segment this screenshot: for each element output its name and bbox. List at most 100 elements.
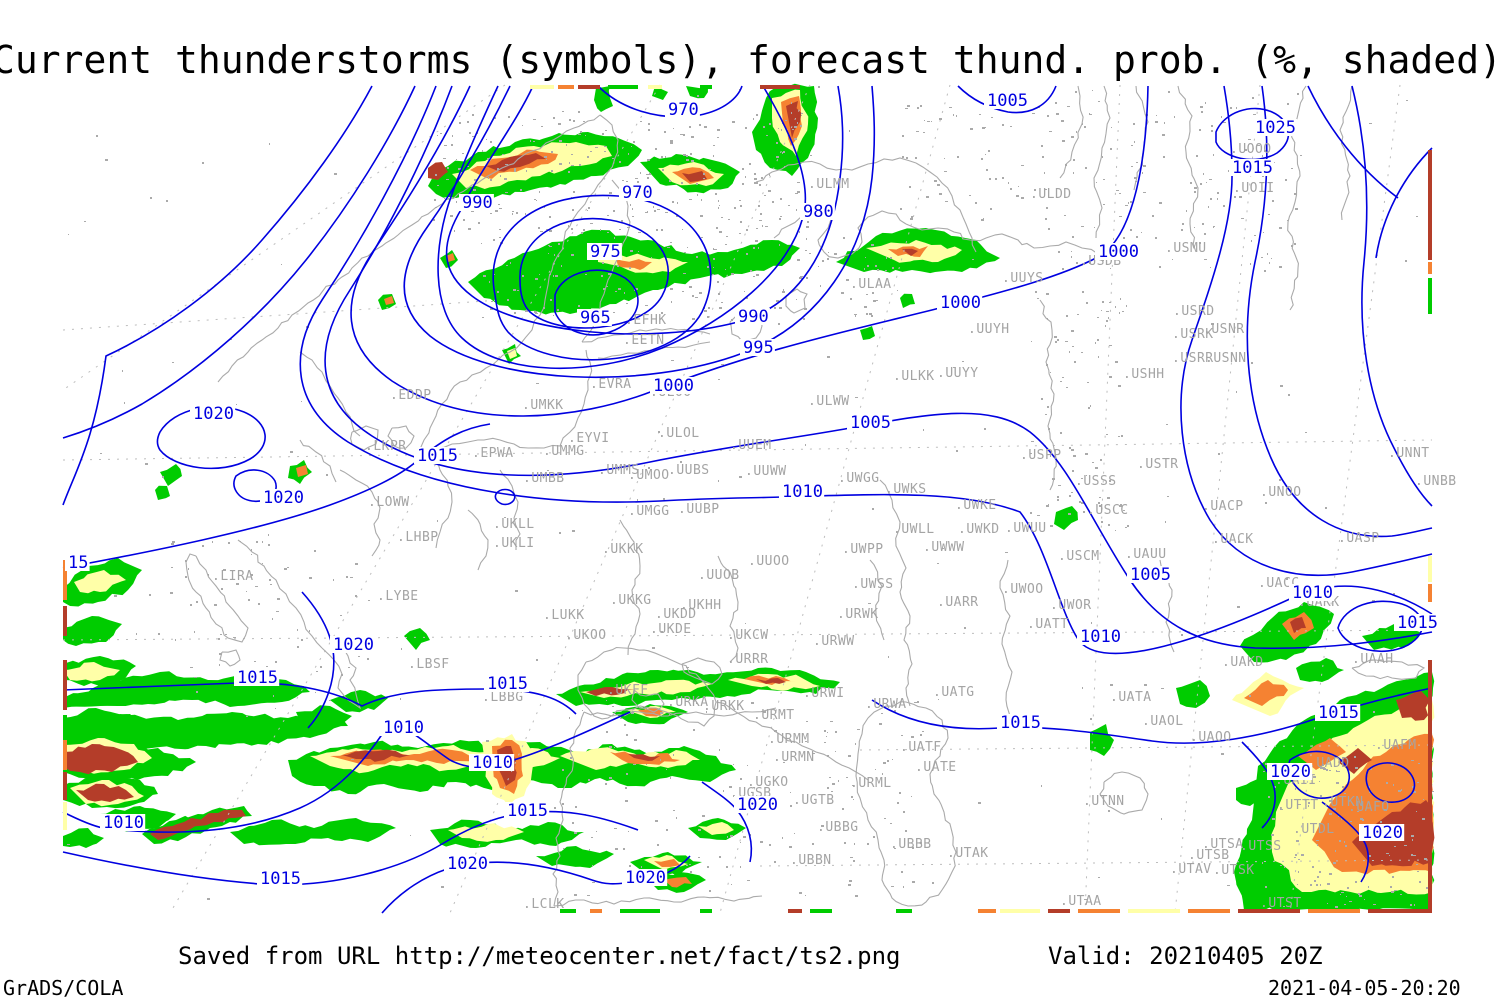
terrain-speckle [855, 895, 858, 897]
terrain-speckle [1285, 179, 1287, 181]
terrain-speckle [756, 114, 758, 116]
terrain-speckle [713, 267, 714, 268]
station-label: .URMN [773, 750, 815, 765]
terrain-speckle [256, 541, 258, 543]
station-label: .UTSS [1240, 839, 1282, 854]
terrain-speckle [1109, 345, 1112, 346]
thunder-prob-o [1298, 738, 1346, 770]
terrain-speckle [1314, 880, 1316, 882]
graticule-line [62, 629, 1433, 641]
terrain-speckle [655, 820, 658, 822]
station-label: .USPP [1020, 448, 1062, 463]
isobar-label: 965 [580, 308, 611, 328]
terrain-speckle [1261, 257, 1263, 258]
terrain-speckle [1401, 789, 1402, 791]
terrain-speckle [670, 288, 673, 290]
edge-shading-mark [1000, 909, 1040, 913]
isobar-label-box [1229, 159, 1275, 176]
terrain-speckle [726, 866, 728, 868]
terrain-speckle [1344, 904, 1346, 905]
terrain-speckle [853, 860, 855, 862]
terrain-speckle [1349, 901, 1352, 902]
terrain-speckle [1336, 782, 1339, 784]
terrain-speckle [1412, 786, 1414, 788]
terrain-speckle [614, 237, 615, 239]
terrain-speckle [1329, 813, 1332, 815]
thunder-prob-g [230, 818, 396, 846]
terrain-speckle [440, 133, 442, 134]
terrain-speckle [574, 894, 577, 896]
isobar-label: 1020 [193, 404, 234, 424]
terrain-speckle [707, 316, 709, 318]
terrain-speckle [1035, 291, 1037, 293]
terrain-speckle [758, 205, 760, 207]
thunder-prob-g [1054, 506, 1078, 530]
terrain-speckle [1294, 193, 1297, 195]
terrain-speckle [1073, 172, 1074, 174]
terrain-speckle [1069, 447, 1071, 449]
terrain-speckle [888, 656, 889, 658]
terrain-speckle [633, 764, 636, 765]
terrain-speckle [696, 183, 698, 185]
terrain-speckle [892, 267, 894, 269]
terrain-speckle [590, 223, 593, 224]
terrain-speckle [554, 254, 555, 256]
terrain-speckle [747, 880, 750, 881]
terrain-speckle [715, 193, 717, 195]
terrain-speckle [1268, 796, 1270, 798]
isobar-label-box [459, 194, 494, 211]
terrain-speckle [628, 831, 629, 832]
terrain-speckle [433, 219, 435, 221]
terrain-speckle [881, 713, 883, 714]
station-label: .UUBS [668, 463, 710, 478]
terrain-speckle [753, 118, 754, 120]
terrain-speckle [835, 751, 836, 752]
isobar-label-box [997, 714, 1043, 731]
terrain-speckle [1267, 253, 1268, 255]
terrain-speckle [602, 133, 604, 135]
terrain-speckle [240, 541, 241, 542]
terrain-speckle [578, 305, 580, 307]
terrain-speckle [1320, 884, 1321, 886]
terrain-speckle [944, 158, 945, 159]
terrain-speckle [301, 401, 302, 402]
terrain-speckle [435, 207, 437, 208]
terrain-speckle [1213, 154, 1214, 156]
terrain-speckle [1110, 268, 1111, 269]
isobar-label-box [577, 309, 612, 326]
terrain-speckle [911, 216, 913, 218]
terrain-speckle [739, 233, 741, 234]
terrain-speckle [782, 152, 783, 154]
terrain-speckle [1204, 259, 1207, 260]
isobar-label-box [1252, 119, 1298, 136]
thunder-prob-g [652, 86, 668, 100]
station-label: .UMGG [628, 504, 670, 519]
terrain-speckle [512, 211, 514, 212]
terrain-speckle [626, 303, 628, 304]
terrain-speckle [718, 379, 720, 380]
terrain-speckle [1248, 139, 1251, 140]
isobar-label: 1000 [940, 293, 981, 313]
coastline [237, 539, 323, 649]
terrain-speckle [624, 724, 626, 726]
terrain-speckle [1165, 521, 1166, 523]
terrain-speckle [709, 169, 711, 170]
terrain-speckle [1106, 320, 1108, 322]
terrain-speckle [569, 717, 570, 719]
terrain-speckle [1342, 786, 1344, 788]
terrain-speckle [920, 105, 922, 107]
terrain-speckle [995, 178, 997, 180]
terrain-speckle [1072, 346, 1074, 347]
terrain-speckle [1405, 260, 1407, 262]
coastline [1099, 771, 1149, 815]
terrain-speckle [666, 829, 668, 831]
terrain-speckle [990, 208, 992, 210]
terrain-speckle [907, 105, 910, 107]
terrain-speckle [1089, 262, 1091, 264]
terrain-speckle [1339, 840, 1341, 842]
terrain-speckle [1119, 216, 1122, 217]
terrain-speckle [680, 461, 682, 463]
station-label: .UKDE [650, 622, 692, 637]
terrain-speckle [1102, 301, 1104, 303]
terrain-speckle [729, 786, 732, 788]
